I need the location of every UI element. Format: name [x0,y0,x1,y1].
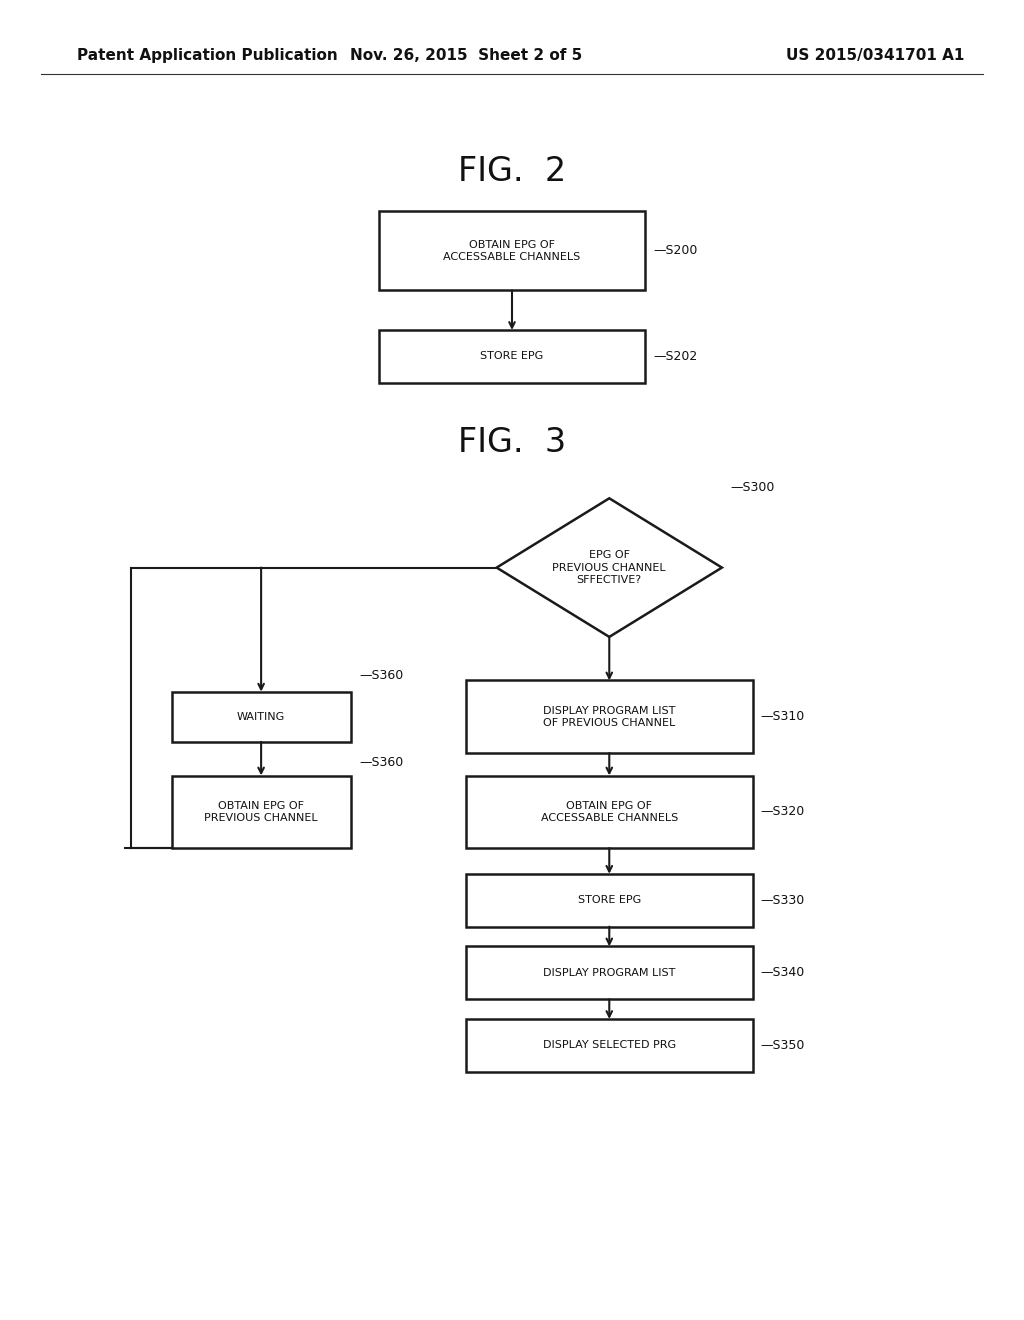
Text: —S340: —S340 [761,966,805,979]
Text: STORE EPG: STORE EPG [578,895,641,906]
Text: STORE EPG: STORE EPG [480,351,544,362]
Text: —S200: —S200 [653,244,697,257]
FancyBboxPatch shape [379,211,645,290]
FancyBboxPatch shape [466,946,753,999]
FancyBboxPatch shape [466,1019,753,1072]
Text: Patent Application Publication: Patent Application Publication [77,48,338,63]
Text: OBTAIN EPG OF
PREVIOUS CHANNEL: OBTAIN EPG OF PREVIOUS CHANNEL [205,801,317,822]
FancyBboxPatch shape [466,681,753,752]
FancyBboxPatch shape [172,692,350,742]
FancyBboxPatch shape [379,330,645,383]
Text: US 2015/0341701 A1: US 2015/0341701 A1 [786,48,965,63]
Text: DISPLAY SELECTED PRG: DISPLAY SELECTED PRG [543,1040,676,1051]
Text: —S360: —S360 [359,669,403,682]
Text: —S202: —S202 [653,350,697,363]
Text: —S360: —S360 [359,756,403,768]
Text: FIG.  3: FIG. 3 [458,425,566,458]
Text: —S310: —S310 [761,710,805,723]
Text: OBTAIN EPG OF
ACCESSABLE CHANNELS: OBTAIN EPG OF ACCESSABLE CHANNELS [443,240,581,261]
Text: OBTAIN EPG OF
ACCESSABLE CHANNELS: OBTAIN EPG OF ACCESSABLE CHANNELS [541,801,678,822]
Text: —S300: —S300 [730,482,774,494]
Text: FIG.  2: FIG. 2 [458,154,566,187]
FancyBboxPatch shape [466,776,753,849]
Text: —S320: —S320 [761,805,805,818]
Polygon shape [497,499,722,638]
Text: —S330: —S330 [761,894,805,907]
Text: —S350: —S350 [761,1039,805,1052]
Text: DISPLAY PROGRAM LIST
OF PREVIOUS CHANNEL: DISPLAY PROGRAM LIST OF PREVIOUS CHANNEL [543,706,676,727]
Text: Nov. 26, 2015  Sheet 2 of 5: Nov. 26, 2015 Sheet 2 of 5 [350,48,582,63]
Text: WAITING: WAITING [237,711,286,722]
Text: DISPLAY PROGRAM LIST: DISPLAY PROGRAM LIST [543,968,676,978]
FancyBboxPatch shape [172,776,350,849]
Text: EPG OF
PREVIOUS CHANNEL
SFFECTIVE?: EPG OF PREVIOUS CHANNEL SFFECTIVE? [553,550,666,585]
FancyBboxPatch shape [466,874,753,927]
